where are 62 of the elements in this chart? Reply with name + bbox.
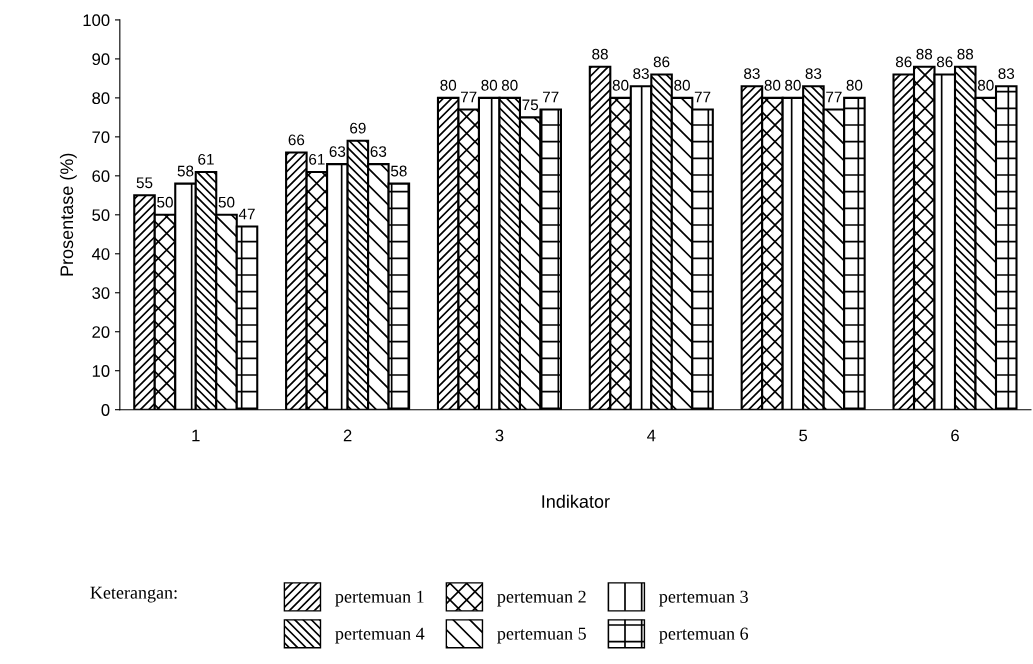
data-label: 80 [612,79,629,91]
data-label: 63 [370,146,387,157]
data-label: 83 [998,68,1015,79]
y-tick-label: 60 [92,170,110,183]
x-tick-label: 4 [647,429,656,442]
data-label: 69 [350,122,366,134]
data-label: 61 [309,153,325,165]
data-label: 58 [390,165,407,177]
y-tick-label: 30 [92,287,110,299]
x-tick-label: 1 [192,429,200,442]
y-axis-title: Prosentase (%) [59,153,77,276]
data-label: 88 [957,48,974,60]
legend-label: pertemuan 6 [659,627,749,644]
data-label: 83 [633,68,649,79]
x-axis-title: Indikator [542,494,610,508]
data-label: 47 [238,208,255,220]
y-tick-label: 20 [92,326,110,338]
x-tick-label: 6 [951,429,959,442]
legend-label: pertemuan 5 [497,627,586,644]
legend-label: pertemuan 1 [335,590,424,607]
data-label: 63 [329,146,346,157]
x-tick-label: 2 [343,429,352,442]
data-label: 80 [764,79,781,91]
data-label: 55 [136,177,153,189]
data-label: 80 [977,79,994,91]
y-tick-label: 80 [92,92,110,105]
data-label: 58 [177,165,194,177]
legend-label: pertemuan 4 [335,627,425,644]
data-label: 80 [440,79,457,91]
data-label: 88 [916,48,933,60]
y-tick-label: 50 [92,209,110,222]
data-label: 80 [674,79,690,91]
data-label: 86 [653,56,670,68]
data-label: 50 [218,196,235,208]
data-label: 80 [846,79,863,91]
data-label: 86 [895,56,912,68]
x-tick-label: 5 [799,429,808,442]
data-label: 80 [785,79,801,91]
y-tick-label: 70 [92,131,110,144]
data-label: 83 [805,68,822,79]
data-label: 83 [744,68,760,79]
y-tick-label: 0 [101,404,110,416]
data-label: 50 [157,196,173,208]
legend-title: Keterangan: [90,586,177,603]
data-label: 88 [592,48,608,60]
y-tick-label: 10 [92,365,110,377]
data-label: 61 [198,153,214,165]
y-tick-label: 100 [83,14,110,27]
data-label: 86 [936,56,953,68]
data-label: 66 [288,134,305,146]
x-tick-label: 3 [495,429,504,442]
data-label: 77 [460,91,477,103]
data-label: 77 [542,91,559,103]
legend-label: pertemuan 2 [497,590,586,607]
data-label: 77 [694,91,711,103]
data-label: 77 [826,91,842,103]
legend-label: pertemuan 3 [659,590,748,607]
y-tick-label: 40 [91,248,110,260]
y-tick-label: 90 [92,53,110,66]
data-label: 80 [481,79,498,91]
data-label: 75 [522,99,539,111]
data-label: 80 [501,79,518,91]
